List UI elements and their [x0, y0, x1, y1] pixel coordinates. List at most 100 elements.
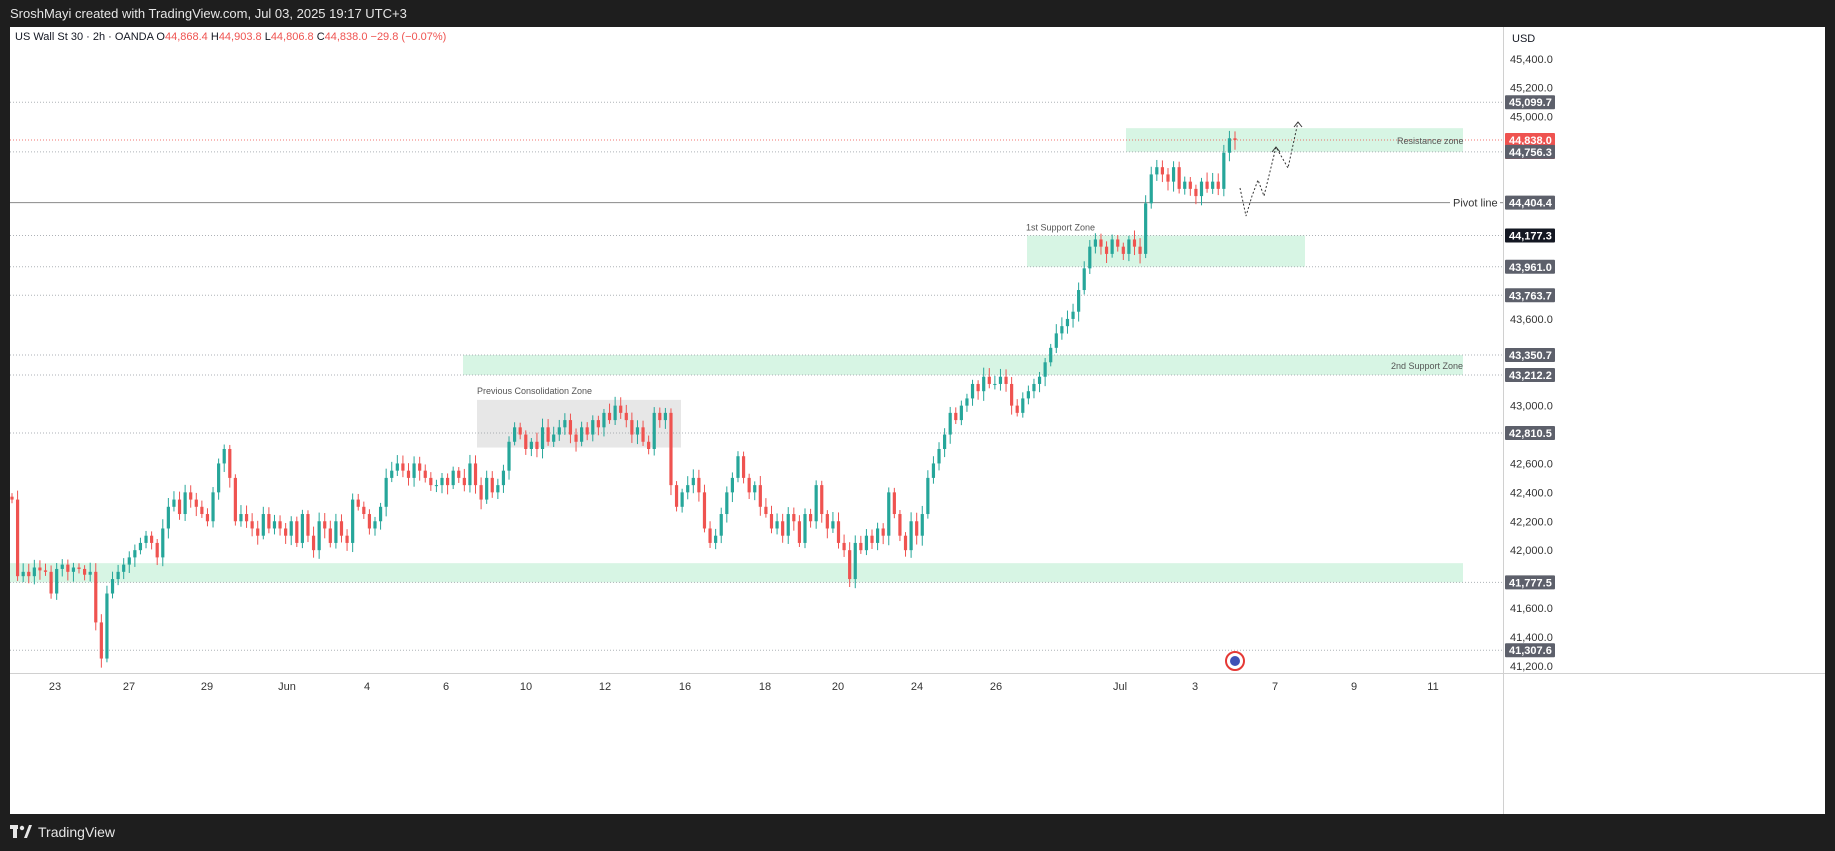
candle-body: [284, 528, 288, 536]
y-tick-label: 42,600.0: [1510, 458, 1553, 470]
candle-body: [596, 420, 600, 428]
legend-part: −29.8 (−0.07%): [371, 31, 447, 43]
candle-body: [1205, 181, 1209, 189]
candle-body: [753, 485, 757, 493]
candle-body: [669, 412, 673, 486]
candle-body: [630, 420, 634, 435]
candle-body: [1026, 391, 1030, 399]
x-tick-label: 24: [911, 681, 923, 693]
candle-body: [591, 420, 595, 435]
legend-part: 44,903.8: [219, 31, 265, 43]
candle-body: [725, 492, 729, 515]
candle-body: [792, 514, 796, 522]
chart-area[interactable]: Resistance zone Pivot line 1st Support Zon…: [10, 27, 1825, 814]
candle-body: [797, 521, 802, 543]
candle-body: [367, 514, 372, 529]
y-tick-label: 41,400.0: [1510, 632, 1553, 644]
zone-support1[interactable]: [1027, 235, 1305, 267]
price-tag-label: 44,756.3: [1509, 147, 1552, 159]
candle-body: [535, 441, 539, 449]
candle-body: [94, 571, 98, 623]
legend-part: 44,806.8: [271, 31, 317, 43]
candle-body: [658, 412, 662, 421]
candle-body: [127, 557, 131, 565]
price-tag-label: 44,404.4: [1509, 198, 1553, 210]
candle-body: [853, 542, 857, 580]
candle-body: [211, 492, 215, 522]
candle-body: [485, 477, 489, 500]
x-tick-label: 27: [123, 681, 135, 693]
x-tick-label: 12: [599, 681, 611, 693]
candle-body: [479, 485, 483, 500]
candle-body: [697, 477, 701, 493]
candle-body: [1037, 376, 1042, 384]
candle-body: [965, 398, 969, 406]
candle-body: [440, 477, 444, 486]
credit-text: SroshMayi created with TradingView.com, …: [10, 6, 407, 21]
currency-label: USD: [1512, 33, 1535, 45]
candle-body: [557, 427, 561, 435]
zone-support2[interactable]: [463, 354, 1463, 375]
legend-part: US Wall St 30 · 2h · OANDA: [15, 31, 156, 43]
candle-body: [624, 412, 628, 421]
tradingview-logo[interactable]: TradingView: [10, 824, 115, 840]
candle-body: [652, 412, 656, 449]
candle-body: [217, 463, 221, 493]
candle-body: [445, 477, 450, 486]
candle-body: [719, 514, 723, 536]
price-chart[interactable]: Resistance zone Pivot line 1st Support Zon…: [10, 27, 1825, 814]
candle-body: [993, 383, 997, 385]
y-tick-label: 43,000.0: [1510, 401, 1553, 413]
candle-body: [920, 514, 924, 536]
candle-body: [1015, 405, 1019, 413]
candle-body: [836, 521, 841, 543]
price-tag-label: 44,838.0: [1509, 135, 1552, 147]
candle-body: [764, 506, 768, 515]
zone-consolidation[interactable]: [477, 399, 681, 448]
zone-bottom[interactable]: [10, 563, 1463, 583]
candle-body: [1071, 311, 1075, 319]
candle-body: [1144, 203, 1148, 254]
price-tag-bg: [1505, 95, 1555, 110]
x-tick-label: 11: [1427, 681, 1438, 693]
price-tag-bg: [1505, 643, 1555, 658]
candle-body: [736, 456, 740, 478]
credit-bar: SroshMayi created with TradingView.com, …: [0, 0, 1835, 27]
candle-body: [881, 528, 885, 536]
candle-body: [937, 448, 941, 464]
candle-body: [1233, 138, 1237, 141]
candle-body: [931, 463, 936, 478]
candle-body: [172, 499, 176, 507]
price-tag-bg: [1505, 144, 1555, 159]
candle-body: [496, 485, 500, 493]
candle-body: [418, 463, 422, 471]
y-tick-label: 41,600.0: [1510, 603, 1553, 615]
candle-body: [680, 492, 684, 507]
candle-body: [429, 477, 433, 486]
candle-body: [987, 376, 991, 384]
candle-body: [741, 456, 746, 478]
candle-body: [317, 521, 321, 551]
y-tick-label: 42,200.0: [1510, 516, 1553, 528]
candle-body: [691, 477, 695, 486]
legend-part: 44,868.4: [165, 31, 211, 43]
candle-body: [686, 485, 690, 493]
candle-body: [1166, 174, 1170, 182]
y-tick-label: 42,400.0: [1510, 487, 1553, 499]
candle-body: [339, 521, 344, 536]
price-tag-bg: [1505, 195, 1555, 210]
candle-body: [228, 448, 232, 478]
price-tag-label: 42,810.5: [1509, 428, 1552, 440]
forecast-path[interactable]: [1239, 121, 1299, 217]
candle-body: [390, 470, 394, 478]
candle-body: [903, 535, 908, 551]
legend-part: C: [317, 31, 325, 43]
candle-body: [1093, 239, 1097, 247]
candle-body: [183, 492, 187, 515]
price-tag-bg: [1505, 288, 1555, 303]
candle-body: [457, 470, 461, 478]
candle-body: [887, 492, 891, 536]
candle-body: [71, 567, 76, 572]
candle-body: [401, 463, 405, 471]
ohlc-legend: US Wall St 30 · 2h · OANDA O44,868.4 H44…: [15, 31, 446, 43]
